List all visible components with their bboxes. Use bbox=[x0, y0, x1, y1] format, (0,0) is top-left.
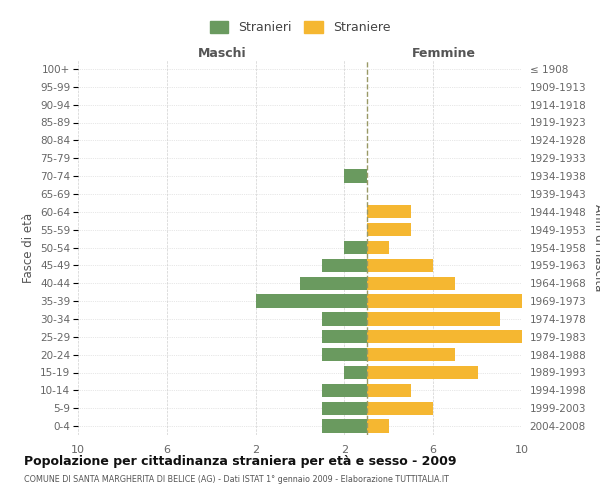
Bar bbox=[367, 276, 455, 290]
Bar bbox=[367, 205, 411, 218]
Bar bbox=[322, 348, 367, 362]
Bar bbox=[322, 330, 367, 344]
Bar bbox=[322, 402, 367, 415]
Bar bbox=[344, 170, 367, 183]
Bar bbox=[367, 258, 433, 272]
Text: Popolazione per cittadinanza straniera per età e sesso - 2009: Popolazione per cittadinanza straniera p… bbox=[24, 455, 457, 468]
Bar bbox=[367, 348, 455, 362]
Bar bbox=[344, 241, 367, 254]
Bar bbox=[367, 402, 433, 415]
Bar bbox=[344, 366, 367, 379]
Bar bbox=[300, 276, 367, 290]
Bar bbox=[367, 312, 500, 326]
Bar bbox=[367, 420, 389, 433]
Bar bbox=[322, 384, 367, 397]
Text: COMUNE DI SANTA MARGHERITA DI BELICE (AG) - Dati ISTAT 1° gennaio 2009 - Elabora: COMUNE DI SANTA MARGHERITA DI BELICE (AG… bbox=[24, 475, 449, 484]
Bar bbox=[367, 330, 522, 344]
Y-axis label: Anni di nascita: Anni di nascita bbox=[592, 204, 600, 291]
Bar bbox=[256, 294, 367, 308]
Bar bbox=[367, 384, 411, 397]
Text: Maschi: Maschi bbox=[198, 47, 247, 60]
Legend: Stranieri, Straniere: Stranieri, Straniere bbox=[206, 18, 394, 38]
Bar bbox=[322, 312, 367, 326]
Bar bbox=[322, 420, 367, 433]
Bar bbox=[322, 258, 367, 272]
Bar bbox=[367, 366, 478, 379]
Bar bbox=[367, 294, 522, 308]
Y-axis label: Fasce di età: Fasce di età bbox=[22, 212, 35, 282]
Bar bbox=[367, 241, 389, 254]
Bar bbox=[367, 223, 411, 236]
Text: Femmine: Femmine bbox=[412, 47, 476, 60]
